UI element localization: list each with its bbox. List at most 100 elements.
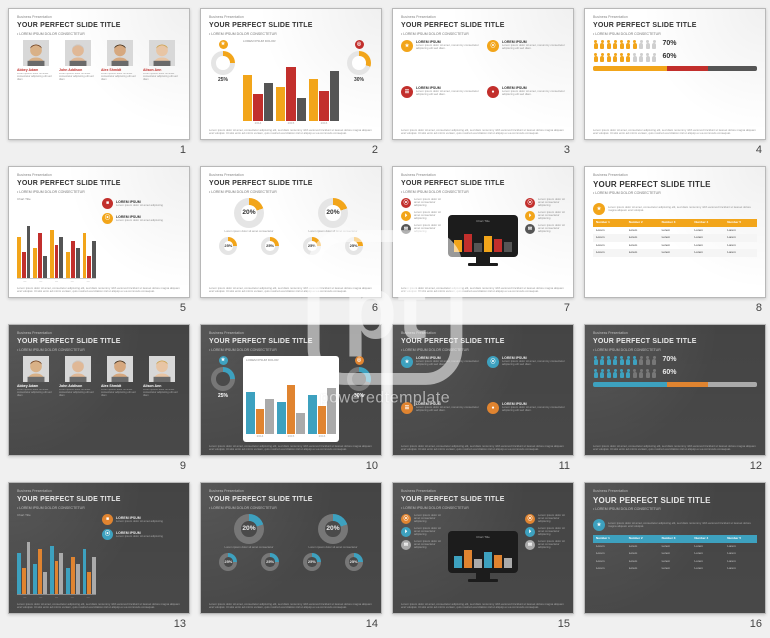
- person-icon: [626, 53, 631, 62]
- avatar-icon: [101, 356, 139, 382]
- member-name: Alex Shmidt: [101, 68, 139, 72]
- cell-16: Business Presentation YOUR PERFECT SLIDE…: [584, 482, 766, 630]
- person-icon: [639, 369, 644, 378]
- person-icon: [619, 369, 624, 378]
- cell-4: Business Presentation YOUR PERFECT SLIDE…: [584, 8, 766, 156]
- slide-11[interactable]: Business Presentation YOUR PERFECT SLIDE…: [392, 324, 574, 456]
- person-icon: [606, 53, 611, 62]
- list-icon: ✉: [401, 224, 411, 234]
- person-icon: [613, 40, 618, 49]
- slide-title: YOUR PERFECT SLIDE TITLE: [17, 22, 181, 30]
- team-member: John Addison Lorem ipsum dolor sit amet …: [59, 356, 97, 399]
- team-member: Abbey Adam Lorem ipsum dolor sit amet co…: [17, 356, 55, 399]
- person-icon: [600, 356, 605, 365]
- data-table: Number 1Number 2Number 3Number 4Number 5…: [593, 535, 757, 573]
- member-desc: Lorem ipsum dolor sit amet consectetur a…: [101, 389, 139, 399]
- slide-4[interactable]: Business Presentation YOUR PERFECT SLIDE…: [584, 8, 766, 140]
- slide-7[interactable]: Business Presentation YOUR PERFECT SLIDE…: [392, 166, 574, 298]
- slide-2[interactable]: Business Presentation YOUR PERFECT SLIDE…: [200, 8, 382, 140]
- feature-icon: ☰: [401, 86, 413, 98]
- star-icon: ★: [593, 203, 605, 215]
- avatar-icon: [17, 356, 55, 382]
- slide-15[interactable]: Business Presentation YOUR PERFECT SLIDE…: [392, 482, 574, 614]
- member-name: Alison Ann: [143, 384, 181, 388]
- person-icon: [619, 356, 624, 365]
- person-icon: [652, 53, 657, 62]
- target-icon: ◎: [355, 40, 364, 49]
- person-icon: [593, 369, 598, 378]
- member-desc: Lorem ipsum dolor sit amet consectetur a…: [101, 73, 139, 83]
- cell-15: Business Presentation YOUR PERFECT SLIDE…: [392, 482, 574, 630]
- cell-12: Business Presentation YOUR PERFECT SLIDE…: [584, 324, 766, 472]
- feature-icon: ●: [487, 402, 499, 414]
- target-icon: ◎: [355, 356, 364, 365]
- slide-header: Business Presentation: [17, 15, 181, 19]
- member-desc: Lorem ipsum dolor sit amet consectetur a…: [59, 389, 97, 399]
- list-icon: ⦿: [525, 198, 535, 208]
- avatar-icon: [143, 356, 181, 382]
- list-icon: ⏵: [401, 211, 411, 221]
- member-name: Alison Ann: [143, 68, 181, 72]
- person-icon: [613, 369, 618, 378]
- slide-16[interactable]: Business Presentation YOUR PERFECT SLIDE…: [584, 482, 766, 614]
- avatar-icon: [17, 40, 55, 66]
- slide-12[interactable]: Business Presentation YOUR PERFECT SLIDE…: [584, 324, 766, 456]
- person-icon: [632, 40, 637, 49]
- person-icon: [632, 369, 637, 378]
- person-icon: [593, 356, 598, 365]
- slide-13[interactable]: Business Presentation YOUR PERFECT SLIDE…: [8, 482, 190, 614]
- slide-1[interactable]: Business Presentation YOUR PERFECT SLIDE…: [8, 8, 190, 140]
- team-member: Abbey Adam Lorem ipsum dolor sit amet co…: [17, 40, 55, 83]
- list-icon: ⦿: [525, 514, 535, 524]
- feature-icon: ⦿: [487, 356, 499, 368]
- avatar-icon: [101, 40, 139, 66]
- member-desc: Lorem ipsum dolor sit amet consectetur a…: [59, 73, 97, 83]
- slide-9[interactable]: Business Presentation YOUR PERFECT SLIDE…: [8, 324, 190, 456]
- slide-8[interactable]: Business Presentation YOUR PERFECT SLIDE…: [584, 166, 766, 298]
- list-icon: ⦿: [401, 198, 411, 208]
- feature-icon: ★: [401, 40, 413, 52]
- cell-11: Business Presentation YOUR PERFECT SLIDE…: [392, 324, 574, 472]
- slide-subtitle: • LOREM IPSUM DOLOR CONSECTETUR: [17, 32, 181, 36]
- item-icon: ■: [102, 514, 113, 525]
- person-icon: [593, 40, 598, 49]
- person-icon: [652, 356, 657, 365]
- person-icon: [626, 40, 631, 49]
- slide-5[interactable]: Business Presentation YOUR PERFECT SLIDE…: [8, 166, 190, 298]
- list-icon: ⏵: [401, 527, 411, 537]
- list-icon: ✉: [525, 540, 535, 550]
- slide-grid: Business Presentation YOUR PERFECT SLIDE…: [0, 0, 770, 638]
- cell-8: Business Presentation YOUR PERFECT SLIDE…: [584, 166, 766, 314]
- slide-14[interactable]: Business Presentation YOUR PERFECT SLIDE…: [200, 482, 382, 614]
- cell-1: Business Presentation YOUR PERFECT SLIDE…: [8, 8, 190, 156]
- avatar-icon: [143, 40, 181, 66]
- cell-14: Business Presentation YOUR PERFECT SLIDE…: [200, 482, 382, 630]
- list-icon: ⏵: [525, 211, 535, 221]
- person-icon: [619, 53, 624, 62]
- person-icon: [593, 53, 598, 62]
- person-icon: [626, 356, 631, 365]
- cell-2: Business Presentation YOUR PERFECT SLIDE…: [200, 8, 382, 156]
- member-name: John Addison: [59, 68, 97, 72]
- star-icon: ★: [593, 519, 605, 531]
- cell-9: Business Presentation YOUR PERFECT SLIDE…: [8, 324, 190, 472]
- person-icon: [652, 40, 657, 49]
- item-icon: ⦿: [102, 213, 113, 224]
- feature-icon: ☰: [401, 402, 413, 414]
- avatar-icon: [59, 356, 97, 382]
- person-icon: [626, 369, 631, 378]
- person-icon: [613, 356, 618, 365]
- cell-13: Business Presentation YOUR PERFECT SLIDE…: [8, 482, 190, 630]
- slide-3[interactable]: Business Presentation YOUR PERFECT SLIDE…: [392, 8, 574, 140]
- member-desc: Lorem ipsum dolor sit amet consectetur a…: [17, 389, 55, 399]
- person-icon: [639, 40, 644, 49]
- person-icon: [645, 369, 650, 378]
- person-icon: [600, 53, 605, 62]
- list-icon: ✉: [401, 540, 411, 550]
- cell-5: Business Presentation YOUR PERFECT SLIDE…: [8, 166, 190, 314]
- feature-icon: ●: [487, 86, 499, 98]
- slide-6[interactable]: Business Presentation YOUR PERFECT SLIDE…: [200, 166, 382, 298]
- star-icon: ★: [219, 356, 228, 365]
- slide-10[interactable]: Business Presentation YOUR PERFECT SLIDE…: [200, 324, 382, 456]
- person-icon: [652, 369, 657, 378]
